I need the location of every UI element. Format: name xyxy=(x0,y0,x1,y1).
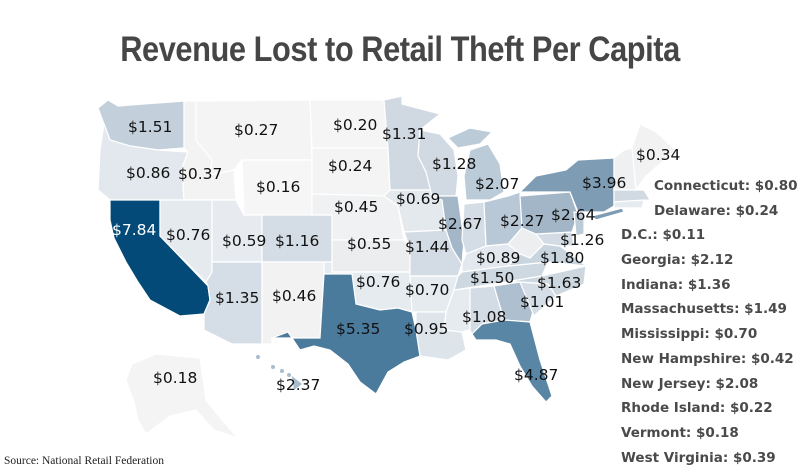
map-label-montana: $0.27 xyxy=(234,121,278,139)
map-label-illinois: $2.67 xyxy=(438,215,482,233)
map-label-minnesota: $1.31 xyxy=(382,125,426,143)
callout-delaware: Delaware: $0.24 xyxy=(654,202,779,219)
state-north-carolina xyxy=(505,265,587,297)
map-label-oregon: $0.86 xyxy=(126,164,170,182)
state-connecticut-ri xyxy=(613,199,645,209)
map-label-south-dakota: $0.24 xyxy=(328,157,372,175)
map-label-virginia: $1.80 xyxy=(540,249,584,267)
map-label-south-carolina: $1.01 xyxy=(520,293,564,311)
map-label-maine: $0.34 xyxy=(636,146,680,164)
map-label-wyoming: $0.16 xyxy=(256,178,300,196)
map-label-tennessee: $1.50 xyxy=(470,269,514,287)
map-label-washington: $1.51 xyxy=(128,118,172,136)
chart-title: Revenue Lost to Retail Theft Per Capita xyxy=(120,30,680,69)
state-hawaii-4 xyxy=(287,373,291,377)
callout-indiana: Indiana: $1.36 xyxy=(621,276,731,293)
state-florida xyxy=(471,319,553,403)
map-label-nevada: $0.76 xyxy=(166,226,210,244)
state-new-jersey xyxy=(573,211,585,237)
map-label-alaska: $0.18 xyxy=(153,369,197,387)
map-label-idaho: $0.37 xyxy=(178,165,222,183)
state-hawaii-3 xyxy=(280,369,284,373)
map-label-alabama: $1.08 xyxy=(462,308,506,326)
state-illinois xyxy=(431,195,465,266)
map-label-nebraska: $0.45 xyxy=(334,198,378,216)
map-label-kentucky: $0.89 xyxy=(476,249,520,267)
small-state-callouts: Connecticut: $0.80 Delaware: $0.24 D.C.:… xyxy=(621,174,798,470)
map-label-hawaii: $2.37 xyxy=(276,376,320,394)
state-texas xyxy=(271,273,421,395)
map-label-north-carolina: $1.63 xyxy=(537,274,581,292)
map-label-florida: $4.87 xyxy=(514,366,558,384)
map-label-new-mexico: $0.46 xyxy=(272,287,316,305)
state-shapes xyxy=(97,95,677,440)
map-label-iowa: $0.69 xyxy=(396,190,440,208)
map-label-colorado: $1.16 xyxy=(275,232,319,250)
callout-west-virginia: West Virginia: $0.39 xyxy=(621,449,776,466)
source-note: Source: National Retail Federation xyxy=(4,455,164,467)
map-label-pennsylvania: $2.64 xyxy=(551,206,595,224)
callout-georgia: Georgia: $2.12 xyxy=(621,252,734,269)
callout-dc: D.C.: $0.11 xyxy=(621,227,706,244)
state-michigan-up xyxy=(446,127,494,149)
map-label-kansas: $0.55 xyxy=(347,235,391,253)
map-label-oklahoma: $0.76 xyxy=(356,273,400,291)
map-label-missouri: $1.44 xyxy=(405,238,449,256)
map-label-maryland: $1.26 xyxy=(560,231,604,249)
callout-new-jersey: New Jersey: $2.08 xyxy=(621,375,759,392)
state-maine xyxy=(631,123,677,192)
map-label-wisconsin: $1.28 xyxy=(432,155,476,173)
state-michigan xyxy=(463,143,505,201)
callout-mississippi: Mississippi: $0.70 xyxy=(621,326,758,343)
map-label-michigan: $2.07 xyxy=(475,175,519,193)
map-label-utah: $0.59 xyxy=(222,232,266,250)
state-hawaii-1 xyxy=(256,355,260,359)
map-label-north-dakota: $0.20 xyxy=(333,116,377,134)
callout-connecticut: Connecticut: $0.80 xyxy=(654,178,798,194)
map-label-new-york: $3.96 xyxy=(582,174,626,192)
map-label-california: $7.84 xyxy=(112,221,156,239)
state-hawaii-2 xyxy=(271,365,275,369)
map-label-arizona: $1.35 xyxy=(215,289,259,307)
map-label-louisiana: $0.95 xyxy=(404,320,448,338)
map-label-ohio: $2.27 xyxy=(500,212,544,230)
map-label-texas: $5.35 xyxy=(336,320,380,338)
callout-massachusetts: Massachusetts: $1.49 xyxy=(621,301,787,318)
callout-rhode-island: Rhode Island: $0.22 xyxy=(621,400,773,417)
callout-new-hampshire: New Hampshire: $0.42 xyxy=(621,350,794,367)
state-long-island xyxy=(590,207,625,221)
map-label-arkansas: $0.70 xyxy=(405,281,449,299)
state-labels: $1.51 $0.27 $0.20 $1.31 $0.86 $0.37 $0.24 $1.28… xyxy=(112,116,680,394)
callout-vermont: Vermont: $0.18 xyxy=(621,424,739,441)
state-massachusetts xyxy=(613,189,652,203)
state-hawaii-big xyxy=(292,376,302,390)
state-alaska xyxy=(125,353,240,440)
